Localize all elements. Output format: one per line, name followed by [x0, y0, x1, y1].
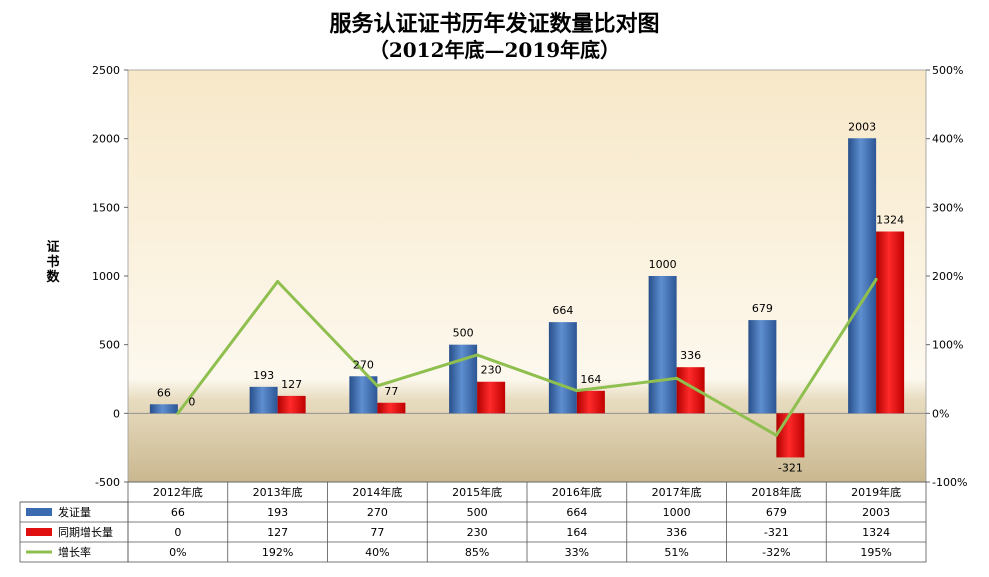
data-label-同期增长量: 164	[580, 373, 601, 386]
bar-同期增长量	[477, 381, 506, 414]
table-cell: 664	[566, 506, 587, 519]
point-增长率	[475, 353, 479, 357]
y2-tick-label: -100%	[932, 476, 967, 489]
table-cell: 85%	[465, 546, 489, 559]
plot-area	[127, 69, 927, 483]
y2-tick-label: 300%	[932, 201, 963, 214]
point-增长率	[874, 277, 878, 281]
table-cell: 33%	[565, 546, 589, 559]
y-tick-label: 2500	[92, 64, 120, 77]
table-cell: 40%	[365, 546, 389, 559]
table-cell: 164	[566, 526, 587, 539]
table-cell: -32%	[762, 546, 790, 559]
legend-label-增长率: 增长率	[58, 545, 91, 559]
table-cell: 500	[467, 506, 488, 519]
table-cell: 0	[174, 526, 181, 539]
y2-tick-label: 100%	[932, 339, 963, 352]
y2-tick-label: 0%	[932, 407, 949, 420]
table-cell: -321	[764, 526, 789, 539]
category-label: 2019年底	[851, 485, 901, 499]
line-增长率	[176, 278, 878, 437]
category-label: 2014年底	[352, 485, 402, 499]
point-增长率	[675, 376, 679, 380]
data-label-同期增长量: 1324	[876, 214, 904, 227]
table-cell: 51%	[664, 546, 688, 559]
bar-发证量	[249, 386, 278, 414]
bar-发证量	[548, 322, 577, 414]
y-tick-label: 2000	[92, 133, 120, 146]
table-cell: 1000	[663, 506, 691, 519]
point-增长率	[774, 433, 778, 437]
y2-tick-label: 200%	[932, 270, 963, 283]
data-label-发证量: 2003	[848, 120, 876, 133]
chart-subtitle: （2012年底—2019年底）	[368, 38, 621, 62]
bar-同期增长量	[377, 402, 406, 414]
y-tick-label: -500	[95, 476, 120, 489]
y2-tick-label: 500%	[932, 64, 963, 77]
bar-同期增长量	[776, 413, 805, 458]
table-cell: 1324	[862, 526, 890, 539]
bar-发证量	[748, 320, 777, 414]
category-label: 2012年底	[153, 485, 203, 499]
legend-swatch-发证量	[26, 508, 52, 516]
legend-label-发证量: 发证量	[58, 505, 91, 519]
table-cell: 230	[467, 526, 488, 539]
table-cell: 336	[666, 526, 687, 539]
category-label: 2013年底	[253, 485, 303, 499]
table-cell: 193	[267, 506, 288, 519]
table-cell: 679	[766, 506, 787, 519]
table-cell: 195%	[860, 546, 891, 559]
table-cell: 127	[267, 526, 288, 539]
category-label: 2016年底	[552, 485, 602, 499]
data-label-同期增长量: -321	[778, 461, 803, 474]
data-label-同期增长量: 77	[384, 385, 398, 398]
y2-tick-label: 400%	[932, 133, 963, 146]
bar-同期增长量	[876, 231, 905, 414]
bar-发证量	[149, 404, 178, 414]
table-cell: 270	[367, 506, 388, 519]
y-tick-label: 0	[113, 407, 120, 420]
category-label: 2015年底	[452, 485, 502, 499]
table-cell: 0%	[169, 546, 186, 559]
data-label-同期增长量: 0	[188, 395, 195, 408]
data-label-发证量: 1000	[649, 258, 677, 271]
data-label-发证量: 270	[353, 358, 374, 371]
point-增长率	[176, 411, 180, 415]
point-增长率	[575, 389, 579, 393]
category-label: 2018年底	[751, 485, 801, 499]
bar-发证量	[648, 276, 677, 414]
data-label-发证量: 193	[253, 369, 274, 382]
bar-发证量	[848, 138, 877, 414]
data-label-发证量: 66	[157, 386, 171, 399]
bar-同期增长量	[576, 390, 605, 414]
point-增长率	[375, 384, 379, 388]
legend-label-同期增长量: 同期增长量	[58, 525, 113, 539]
category-label: 2017年底	[652, 485, 702, 499]
table-cell: 66	[171, 506, 185, 519]
y-tick-label: 500	[99, 339, 120, 352]
data-label-发证量: 500	[453, 327, 474, 340]
table-cell: 2003	[862, 506, 890, 519]
point-增长率	[276, 279, 280, 283]
data-label-同期增长量: 127	[281, 378, 302, 391]
data-label-同期增长量: 336	[680, 349, 701, 362]
y-tick-label: 1500	[92, 201, 120, 214]
legend-swatch-同期增长量	[26, 528, 52, 536]
table-cell: 77	[370, 526, 384, 539]
chart-title: 服务认证证书历年发证数量比对图	[329, 11, 660, 37]
table-cell: 192%	[262, 546, 293, 559]
bar-同期增长量	[277, 395, 306, 414]
y-axis-label: 证书数	[46, 240, 60, 285]
y-tick-label: 1000	[92, 270, 120, 283]
data-label-同期增长量: 230	[481, 364, 502, 377]
data-label-发证量: 679	[752, 302, 773, 315]
data-label-发证量: 664	[552, 304, 573, 317]
